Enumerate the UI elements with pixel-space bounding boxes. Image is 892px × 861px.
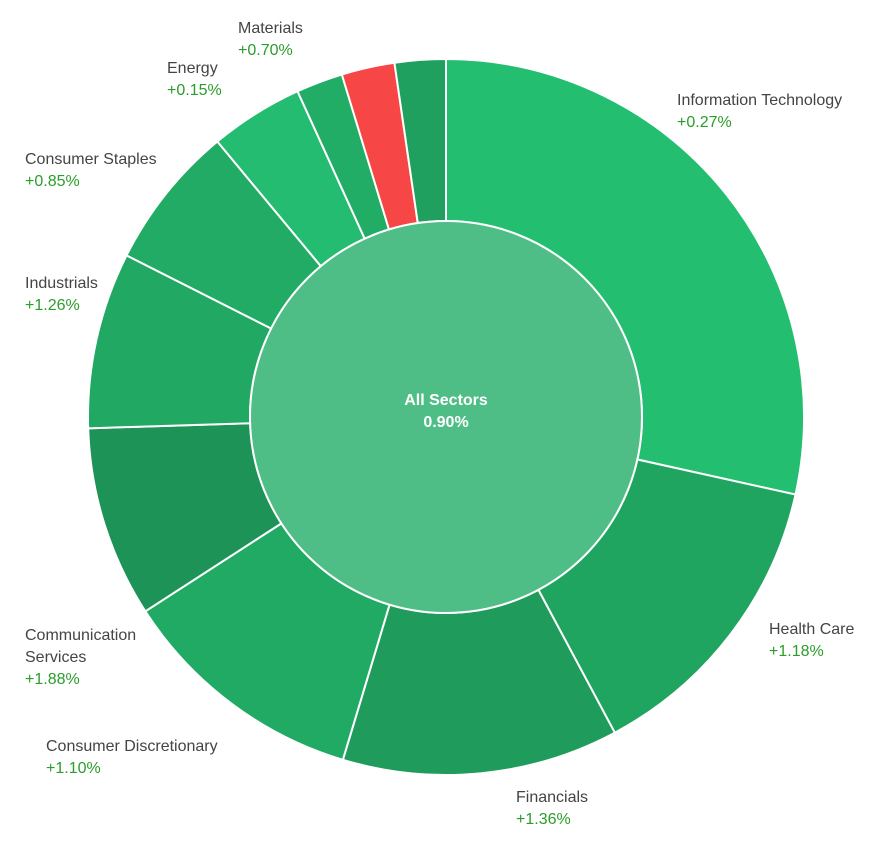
label-name: Information Technology <box>677 92 843 109</box>
center-label: All Sectors 0.90% <box>346 390 546 434</box>
label-name: Industrials <box>25 275 98 292</box>
label-change: +1.26% <box>25 297 80 314</box>
label-change: +1.18% <box>769 643 824 660</box>
label-name: Consumer Discretionary <box>46 738 218 755</box>
label-change: +0.70% <box>238 42 293 59</box>
label-name: Materials <box>238 20 303 37</box>
label-name: Consumer Staples <box>25 151 157 168</box>
label-consumer-discretionary: Consumer Discretionary +1.10% <box>46 736 218 780</box>
label-industrials: Industrials +1.26% <box>25 273 98 317</box>
label-name: Energy <box>167 60 218 77</box>
label-health-care: Health Care +1.18% <box>769 619 854 663</box>
label-change: +0.15% <box>167 82 222 99</box>
center-title: All Sectors <box>404 392 488 409</box>
label-name: Health Care <box>769 621 855 638</box>
label-energy: Energy +0.15% <box>167 58 222 102</box>
label-consumer-staples: Consumer Staples +0.85% <box>25 149 157 193</box>
all-sectors-inner-circle[interactable] <box>249 220 643 614</box>
label-name: Communication Services <box>25 627 137 666</box>
label-change: +0.27% <box>677 114 732 131</box>
center-value: 0.90% <box>423 414 469 431</box>
label-change: +1.10% <box>46 760 101 777</box>
label-name: Financials <box>516 789 589 806</box>
label-change: +1.36% <box>516 811 571 828</box>
label-materials: Materials +0.70% <box>238 18 303 62</box>
label-financials: Financials +1.36% <box>516 787 588 831</box>
label-change: +1.88% <box>25 671 80 688</box>
label-change: +0.85% <box>25 173 80 190</box>
label-information-technology: Information Technology +0.27% <box>677 90 842 134</box>
label-communication-services: Communication Services +1.88% <box>25 625 165 691</box>
outer-ring <box>87 57 806 776</box>
